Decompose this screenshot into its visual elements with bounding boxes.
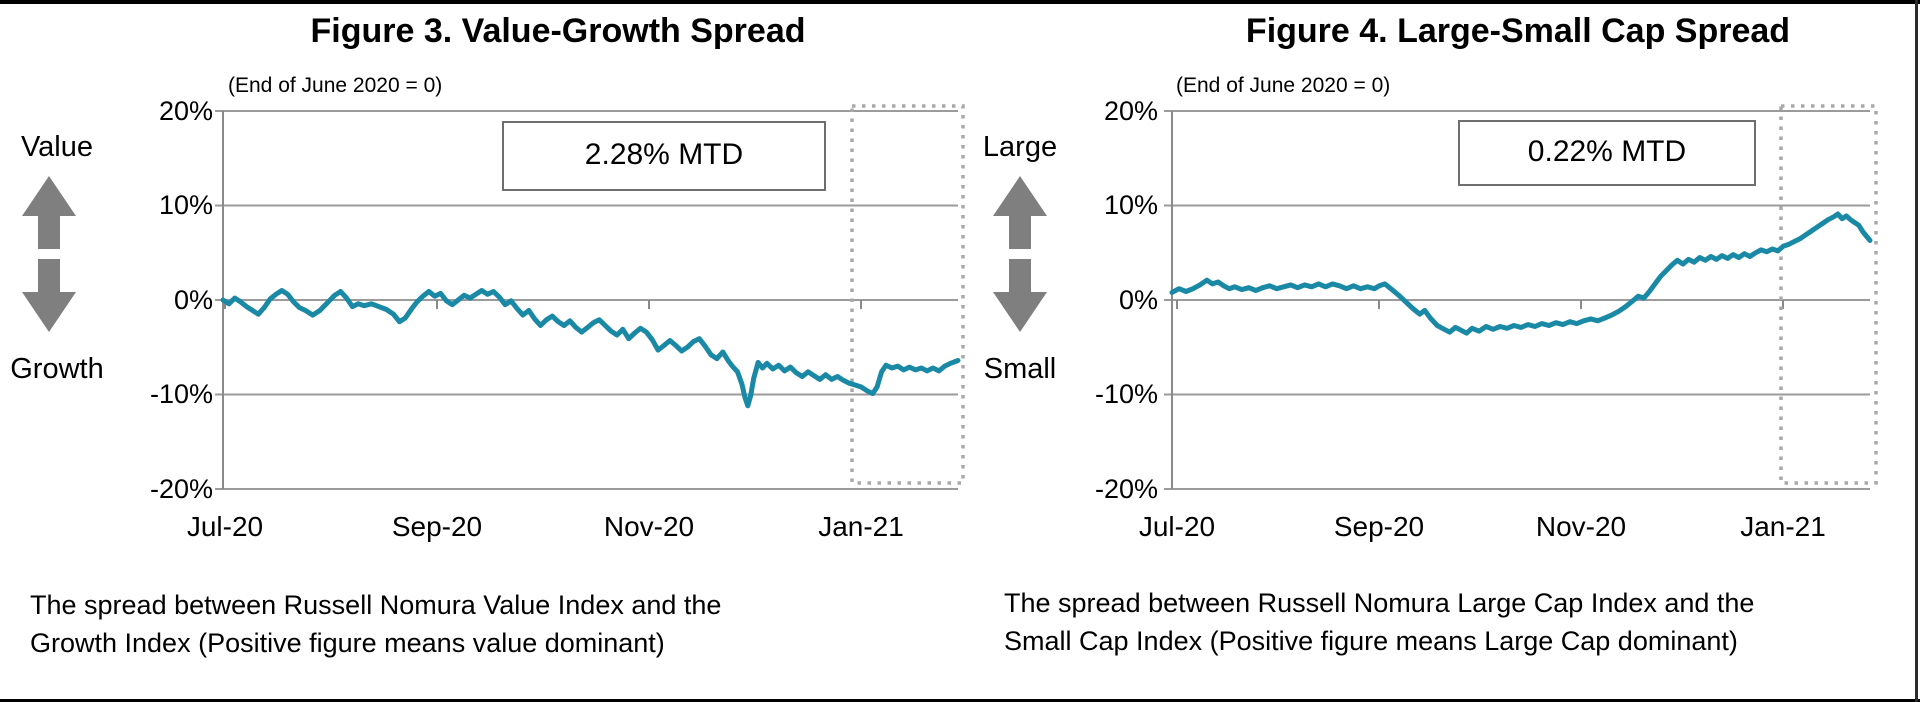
figure3-plot-area <box>215 104 965 490</box>
up-arrow-icon <box>38 215 60 249</box>
y-axis-label: 0% <box>173 285 213 315</box>
figure4-title: Figure 4. Large-Small Cap Spread <box>1245 12 1791 50</box>
mtd-annotation-text: 0.22% MTD <box>1527 135 1687 168</box>
direction-label-up: Large <box>982 131 1058 163</box>
highlight-box <box>850 104 965 485</box>
y-axis-label: -10% <box>149 379 213 409</box>
mtd-annotation-text: 2.28% MTD <box>584 138 744 171</box>
figure4-caption: The spread between Russell Nomura Large … <box>1004 584 1784 660</box>
down-arrow-icon <box>1009 259 1031 293</box>
x-axis-label: Nov-20 <box>603 511 695 542</box>
series-line <box>1169 211 1873 336</box>
up-arrow-icon <box>993 176 1047 216</box>
top-border <box>0 0 1920 4</box>
series-line <box>220 288 961 409</box>
y-axis-label: 10% <box>1103 190 1158 220</box>
caption-line: Growth Index (Positive figure means valu… <box>30 628 665 658</box>
x-axis-label: Jan-21 <box>818 511 904 542</box>
figure3-title: Figure 3. Value-Growth Spread <box>310 12 806 50</box>
down-arrow-icon <box>38 259 60 293</box>
x-axis-label: Jul-20 <box>1138 511 1216 542</box>
y-axis-label: 20% <box>1103 96 1158 126</box>
direction-label-down: Small <box>983 353 1057 385</box>
highlight-box <box>1779 104 1878 485</box>
caption-line: The spread between Russell Nomura Large … <box>1004 588 1755 618</box>
x-axis-label: Jan-21 <box>1740 511 1826 542</box>
figure4-subtitle: (End of June 2020 = 0) <box>1176 74 1391 97</box>
mtd-annotation-box: 2.28% MTD <box>502 121 826 191</box>
direction-label-down: Growth <box>10 353 104 385</box>
down-arrow-icon <box>22 292 76 332</box>
y-axis-label: 10% <box>158 190 213 220</box>
y-axis-label: -10% <box>1094 379 1158 409</box>
right-border <box>1915 0 1918 702</box>
figure4-plot-area <box>1164 104 1878 490</box>
y-axis-label: -20% <box>1094 474 1158 504</box>
y-axis-label: -20% <box>149 474 213 504</box>
caption-line: The spread between Russell Nomura Value … <box>30 590 722 620</box>
y-axis-label: 0% <box>1118 285 1158 315</box>
x-axis-label: Sep-20 <box>1333 511 1425 542</box>
up-arrow-icon <box>22 176 76 216</box>
down-arrow-icon <box>993 292 1047 332</box>
mtd-annotation-box: 0.22% MTD <box>1458 120 1756 186</box>
figure3-caption: The spread between Russell Nomura Value … <box>30 586 790 662</box>
direction-label-up: Value <box>20 131 94 163</box>
x-axis-label: Jul-20 <box>186 511 264 542</box>
up-arrow-icon <box>1009 215 1031 249</box>
x-axis-label: Nov-20 <box>1535 511 1627 542</box>
y-axis-label: 20% <box>158 96 213 126</box>
caption-line: Small Cap Index (Positive figure means L… <box>1004 626 1738 656</box>
x-axis-label: Sep-20 <box>391 511 483 542</box>
figure3-subtitle: (End of June 2020 = 0) <box>228 74 443 97</box>
bottom-border <box>0 699 1920 702</box>
